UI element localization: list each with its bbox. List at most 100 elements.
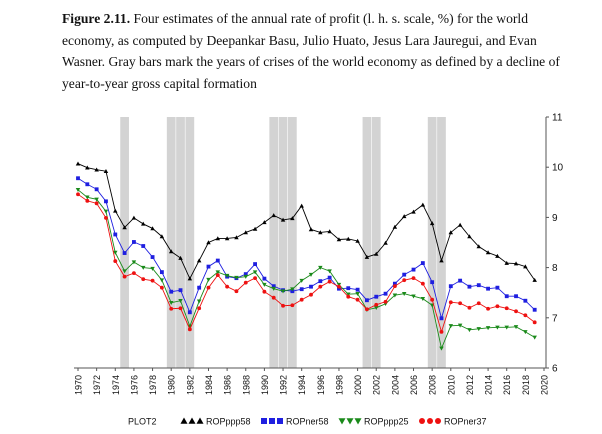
point-ROPner58-1980 — [169, 289, 174, 294]
crisis-band-1992 — [278, 117, 288, 368]
point-ROPppp25-2015 — [495, 325, 500, 330]
point-ROPppp58-2006 — [411, 209, 416, 214]
point-ROPppp25-1978 — [150, 266, 155, 271]
legend-label-ROPner58: ROPner58 — [286, 417, 329, 427]
point-ROPner37-1975 — [122, 274, 127, 279]
point-ROPppp25-1973 — [103, 209, 109, 214]
point-ROPner37-1990 — [262, 289, 267, 294]
point-ROPppp25-2018 — [523, 330, 528, 335]
point-ROPner58-2004 — [392, 281, 397, 286]
legend-entry-ROPner37: ROPner37 — [419, 417, 487, 427]
point-ROPner58-1982 — [187, 310, 192, 315]
x-tick-label-2004: 2004 — [390, 375, 400, 395]
legend-marker-ROPner58-3 — [277, 418, 283, 424]
point-ROPner58-1985 — [215, 258, 220, 263]
point-ROPppp58-1986 — [224, 236, 230, 241]
legend-marker-ROPppp58-3 — [196, 417, 204, 424]
point-ROPner58-2009 — [439, 316, 444, 321]
point-ROPner58-1995 — [309, 284, 313, 289]
point-ROPner58-2007 — [420, 261, 425, 266]
x-tick-label-2006: 2006 — [409, 375, 419, 395]
crisis-band-2008 — [427, 117, 437, 368]
x-tick-label-1978: 1978 — [148, 375, 158, 395]
y-tick-label-6: 6 — [552, 364, 558, 375]
point-ROPppp25-2011 — [457, 323, 463, 328]
point-ROPner58-1983 — [197, 285, 202, 290]
series-ROPppp58 — [75, 161, 537, 282]
point-ROPner58-2014 — [486, 286, 490, 291]
crisis-band-1981 — [176, 117, 185, 368]
crisis-band-1982 — [185, 117, 195, 368]
x-tick-label-2000: 2000 — [353, 375, 363, 395]
point-ROPppp25-1970 — [75, 188, 81, 193]
point-ROPppp25-1982 — [187, 324, 193, 329]
series-ROPner37 — [76, 192, 537, 334]
point-ROPner37-2015 — [495, 304, 500, 309]
point-ROPner37-2002 — [374, 302, 379, 307]
x-tick-label-2020: 2020 — [540, 375, 550, 395]
point-ROPppp58-1972 — [94, 167, 99, 172]
point-ROPner37-1985 — [215, 273, 220, 278]
y-tick-label-9: 9 — [552, 213, 558, 224]
point-ROPppp58-1999 — [346, 236, 351, 241]
point-ROPner58-1988 — [243, 272, 248, 277]
point-ROPner58-2010 — [448, 284, 453, 289]
point-ROPner37-1989 — [253, 276, 257, 281]
point-ROPner58-1984 — [206, 264, 211, 269]
x-tick-label-2012: 2012 — [465, 375, 475, 395]
legend-entry-ROPppp25: ROPppp25 — [338, 417, 409, 427]
point-ROPppp25-1987 — [234, 275, 239, 280]
point-ROPner58-2003 — [383, 291, 388, 296]
legend-marker-ROPppp58-2 — [188, 417, 196, 424]
point-ROPner37-1997 — [327, 279, 332, 284]
point-ROPppp58-1983 — [196, 258, 202, 263]
x-tick-label-1994: 1994 — [297, 375, 307, 395]
legend-marker-ROPner58-2 — [269, 418, 275, 424]
point-ROPner58-1970 — [76, 176, 80, 181]
point-ROPppp25-1985 — [215, 270, 221, 275]
x-tick-label-1972: 1972 — [92, 375, 102, 395]
point-ROPppp58-2016 — [504, 260, 509, 265]
point-ROPner58-2016 — [504, 294, 509, 299]
point-ROPppp25-1991 — [271, 286, 276, 291]
point-ROPppp25-1990 — [262, 282, 267, 287]
y-tick-label-10: 10 — [552, 163, 564, 174]
point-ROPppp58-2017 — [513, 261, 519, 266]
point-ROPner37-1972 — [94, 201, 99, 206]
y-tick-label-11: 11 — [552, 113, 563, 124]
point-ROPppp25-1971 — [85, 195, 90, 200]
x-tick-label-1988: 1988 — [241, 375, 251, 395]
point-ROPppp58-1987 — [234, 235, 239, 240]
legend-label-ROPppp25: ROPppp25 — [364, 417, 409, 427]
caption-text: Four estimates of the annual rate of pro… — [62, 11, 560, 91]
point-ROPner37-2008 — [430, 297, 435, 302]
point-ROPppp58-2008 — [429, 221, 435, 226]
point-ROPppp58-2009 — [439, 258, 444, 263]
point-ROPppp58-1994 — [299, 203, 304, 208]
x-tick-label-2016: 2016 — [502, 375, 512, 395]
point-ROPppp25-1995 — [308, 272, 314, 277]
y-tick-label-8: 8 — [552, 263, 558, 274]
point-ROPner58-2019 — [532, 307, 537, 312]
point-ROPner58-2002 — [374, 294, 379, 299]
point-ROPppp58-2012 — [467, 234, 472, 239]
point-ROPner37-1987 — [234, 289, 239, 294]
point-ROPppp25-2017 — [513, 325, 519, 330]
point-ROPppp25-1977 — [141, 265, 146, 270]
point-ROPner58-1975 — [122, 251, 127, 255]
point-ROPner37-1994 — [299, 297, 304, 302]
crisis-band-2009 — [437, 117, 446, 368]
series-layer — [75, 161, 537, 351]
point-ROPppp25-1994 — [299, 278, 304, 283]
point-ROPner37-1995 — [309, 292, 313, 297]
point-ROPner58-1981 — [178, 288, 183, 293]
point-ROPner37-1984 — [206, 285, 211, 290]
point-ROPner37-1983 — [197, 306, 202, 311]
point-ROPppp58-2011 — [457, 222, 463, 227]
point-ROPner37-2018 — [523, 313, 528, 318]
x-tick-label-1998: 1998 — [334, 375, 344, 395]
point-ROPner58-2006 — [411, 267, 416, 272]
point-ROPner37-1991 — [271, 295, 276, 300]
point-ROPppp25-1980 — [168, 300, 174, 305]
point-ROPppp25-1984 — [206, 277, 211, 282]
